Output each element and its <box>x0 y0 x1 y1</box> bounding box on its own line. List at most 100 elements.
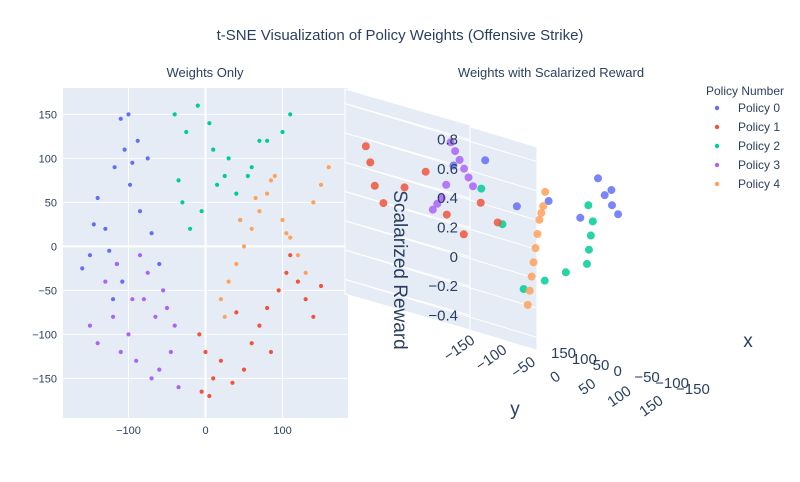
scatter-point[interactable] <box>80 266 85 271</box>
scatter-point[interactable] <box>153 314 158 319</box>
scatter-point[interactable] <box>103 279 108 284</box>
legend-entry[interactable]: Policy 3 <box>738 158 780 172</box>
scatter-point[interactable] <box>145 156 150 161</box>
scatter3d-point[interactable] <box>442 210 451 219</box>
scatter-point[interactable] <box>265 305 270 311</box>
scatter3d-point[interactable] <box>537 208 546 217</box>
scatter-point[interactable] <box>172 323 177 328</box>
scatter3d-point[interactable] <box>512 202 521 211</box>
scatter-point[interactable] <box>172 112 177 117</box>
scatter3d-point[interactable] <box>460 164 469 173</box>
scatter-point[interactable] <box>295 253 301 258</box>
scatter-point[interactable] <box>272 173 277 179</box>
legend-entry[interactable]: Policy 2 <box>738 139 780 153</box>
scatter-point[interactable] <box>157 261 162 267</box>
scatter-point[interactable] <box>95 341 100 346</box>
scatter-point[interactable] <box>253 195 258 201</box>
scatter-point[interactable] <box>103 226 108 231</box>
scatter-point[interactable] <box>249 341 254 346</box>
scatter-point[interactable] <box>284 270 289 275</box>
scatter-point[interactable] <box>211 147 216 152</box>
scatter-point[interactable] <box>249 226 254 231</box>
scatter-point[interactable] <box>257 209 262 214</box>
scatter3d-point[interactable] <box>433 199 442 208</box>
scatter-point[interactable] <box>207 121 212 126</box>
scatter-point[interactable] <box>110 297 116 302</box>
scatter-point[interactable] <box>238 217 243 223</box>
scatter-point[interactable] <box>161 288 166 293</box>
scatter3d-point[interactable] <box>529 258 538 267</box>
scatter3d-point[interactable] <box>561 268 570 277</box>
scatter-point[interactable] <box>107 248 112 253</box>
scatter3d-point[interactable] <box>428 205 437 214</box>
scatter-point[interactable] <box>176 385 181 390</box>
scatter-point[interactable] <box>149 376 154 381</box>
scatter-point[interactable] <box>137 209 143 214</box>
scatter3d-point[interactable] <box>523 300 532 309</box>
scatter-point[interactable] <box>130 297 135 302</box>
scatter-point[interactable] <box>222 173 227 179</box>
scatter-point[interactable] <box>126 332 131 337</box>
scatter-point[interactable] <box>118 349 123 355</box>
scatter-point[interactable] <box>226 279 231 284</box>
scatter-point[interactable] <box>145 270 150 275</box>
scatter-point[interactable] <box>249 165 254 170</box>
scatter-point[interactable] <box>241 244 247 249</box>
scatter-point[interactable] <box>280 129 285 135</box>
scatter3d-point[interactable] <box>541 187 550 196</box>
scatter-point[interactable] <box>222 314 227 319</box>
scatter3d-point[interactable] <box>533 229 542 238</box>
scatter-point[interactable] <box>326 165 331 170</box>
scatter3d-point[interactable] <box>446 138 455 147</box>
scatter-point[interactable] <box>295 279 301 284</box>
scatter-point[interactable] <box>118 116 123 121</box>
scatter-point[interactable] <box>168 349 173 355</box>
scatter-point[interactable] <box>318 283 324 289</box>
scatter-point[interactable] <box>234 261 239 267</box>
scatter-point[interactable] <box>265 138 270 143</box>
scatter3d-point[interactable] <box>437 193 446 202</box>
scatter-point[interactable] <box>91 222 96 227</box>
scatter3d-point[interactable] <box>584 245 593 254</box>
scatter3d-point[interactable] <box>477 184 486 193</box>
scatter-point[interactable] <box>245 173 250 179</box>
scatter3d-point[interactable] <box>464 173 473 182</box>
scatter-point[interactable] <box>122 147 127 152</box>
scatter-point[interactable] <box>218 358 224 363</box>
scatter-point[interactable] <box>230 380 235 385</box>
scatter-point[interactable] <box>199 209 204 214</box>
scatter-point[interactable] <box>311 314 316 319</box>
scatter-point[interactable] <box>120 279 125 284</box>
scatter3d-point[interactable] <box>586 231 595 240</box>
scatter3d-point[interactable] <box>544 197 553 206</box>
scatter3d-point[interactable] <box>361 142 370 151</box>
scatter3d-point[interactable] <box>600 191 609 200</box>
scatter3d-point[interactable] <box>588 217 597 226</box>
scatter-point[interactable] <box>268 178 274 183</box>
scatter-point[interactable] <box>280 217 285 223</box>
scatter3d-point[interactable] <box>366 158 375 167</box>
scatter-point[interactable] <box>87 253 93 258</box>
scatter-point[interactable] <box>318 182 324 187</box>
scatter3d-point[interactable] <box>594 174 602 183</box>
scatter-point[interactable] <box>87 323 93 328</box>
scatter3d-point[interactable] <box>370 181 379 190</box>
scatter-point[interactable] <box>114 261 120 267</box>
scatter-point[interactable] <box>184 129 189 135</box>
legend-entry[interactable]: Policy 0 <box>738 101 780 115</box>
scatter-point[interactable] <box>288 235 293 240</box>
scatter3d-point[interactable] <box>449 161 458 170</box>
scatter-point[interactable] <box>157 367 162 372</box>
scatter3d-point[interactable] <box>379 199 388 208</box>
scatter-point[interactable] <box>187 226 193 231</box>
scatter3d-point[interactable] <box>535 215 544 224</box>
scatter-point[interactable] <box>303 297 308 302</box>
scatter3d-point[interactable] <box>607 186 616 195</box>
scatter-point[interactable] <box>234 191 239 196</box>
scatter-point[interactable] <box>276 288 281 293</box>
scatter-point[interactable] <box>112 165 117 170</box>
scatter-point[interactable] <box>135 138 140 143</box>
scatter-point[interactable] <box>199 389 204 394</box>
scatter-point[interactable] <box>226 156 231 161</box>
scatter3d-point[interactable] <box>539 202 548 211</box>
